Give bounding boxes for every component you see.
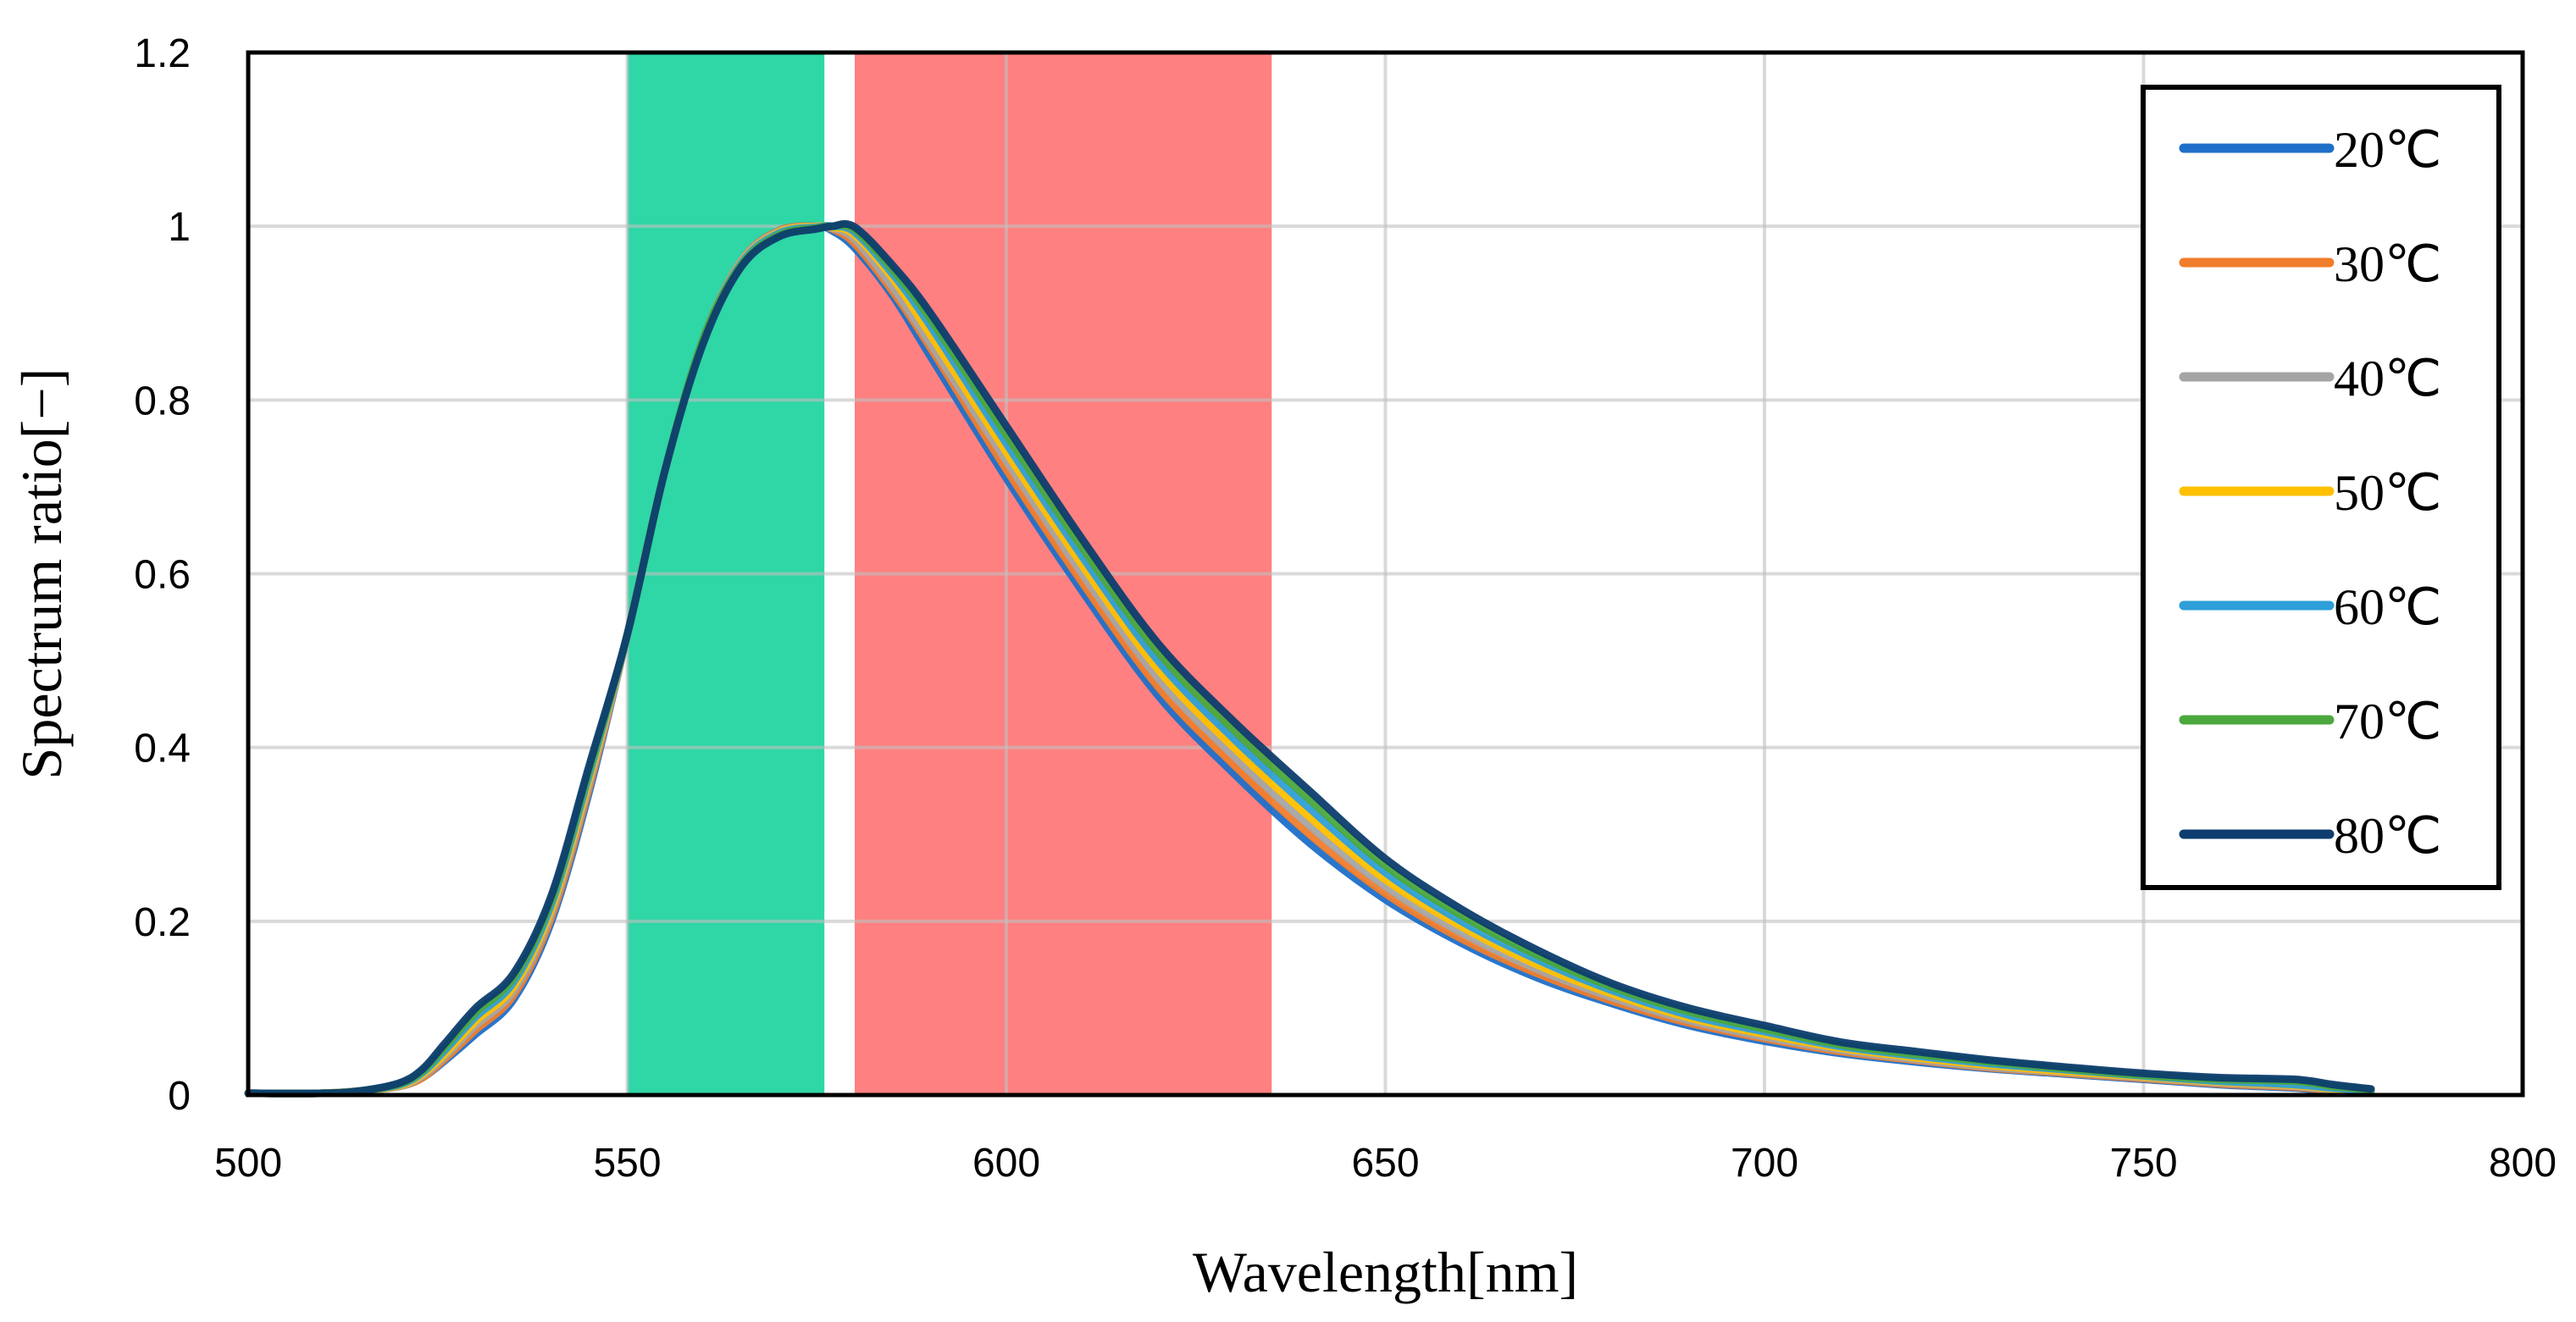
y-tick-label: 0 xyxy=(168,1074,191,1119)
y-axis-title: Spectrum ratio[−] xyxy=(9,368,74,780)
x-tick-label: 550 xyxy=(593,1141,661,1186)
legend-label-2: 30℃ xyxy=(2334,236,2441,292)
x-axis-title: Wavelength[nm] xyxy=(1193,1240,1578,1304)
tick-labels-layer: 500 550 600 650 700 750 800 0 0.2 0.4 0.6 0.8 1 1.2 xyxy=(134,31,2557,1186)
series-layer xyxy=(244,219,2375,1098)
y-tick-label: 1 xyxy=(168,205,191,250)
y-tick-label: 1.2 xyxy=(134,31,191,76)
legend-label-4: 50℃ xyxy=(2334,465,2441,521)
y-tick-label: 0.6 xyxy=(134,553,191,598)
y-tick-label: 0.2 xyxy=(134,900,191,945)
x-tick-label: 750 xyxy=(2109,1141,2177,1186)
series-line-7 xyxy=(244,219,2375,1098)
legend-label-3: 40℃ xyxy=(2334,351,2441,407)
legend-label-7: 80℃ xyxy=(2334,808,2441,864)
x-tick-label: 650 xyxy=(1351,1141,1419,1186)
x-tick-label: 700 xyxy=(1731,1141,1798,1186)
x-tick-label: 800 xyxy=(2489,1141,2557,1186)
y-tick-label: 0.4 xyxy=(134,727,191,772)
x-tick-label: 500 xyxy=(214,1141,282,1186)
x-tick-label: 600 xyxy=(972,1141,1040,1186)
plot-frame xyxy=(246,50,2525,1098)
y-tick-label: 0.8 xyxy=(134,379,191,423)
legend-label-1: 20℃ xyxy=(2334,122,2441,178)
legend-label-5: 60℃ xyxy=(2334,579,2441,635)
legend: 20℃ 30℃ 40℃ 50℃ 60℃ 70℃ 80℃ xyxy=(2141,85,2501,890)
legend-label-6: 70℃ xyxy=(2334,694,2441,750)
